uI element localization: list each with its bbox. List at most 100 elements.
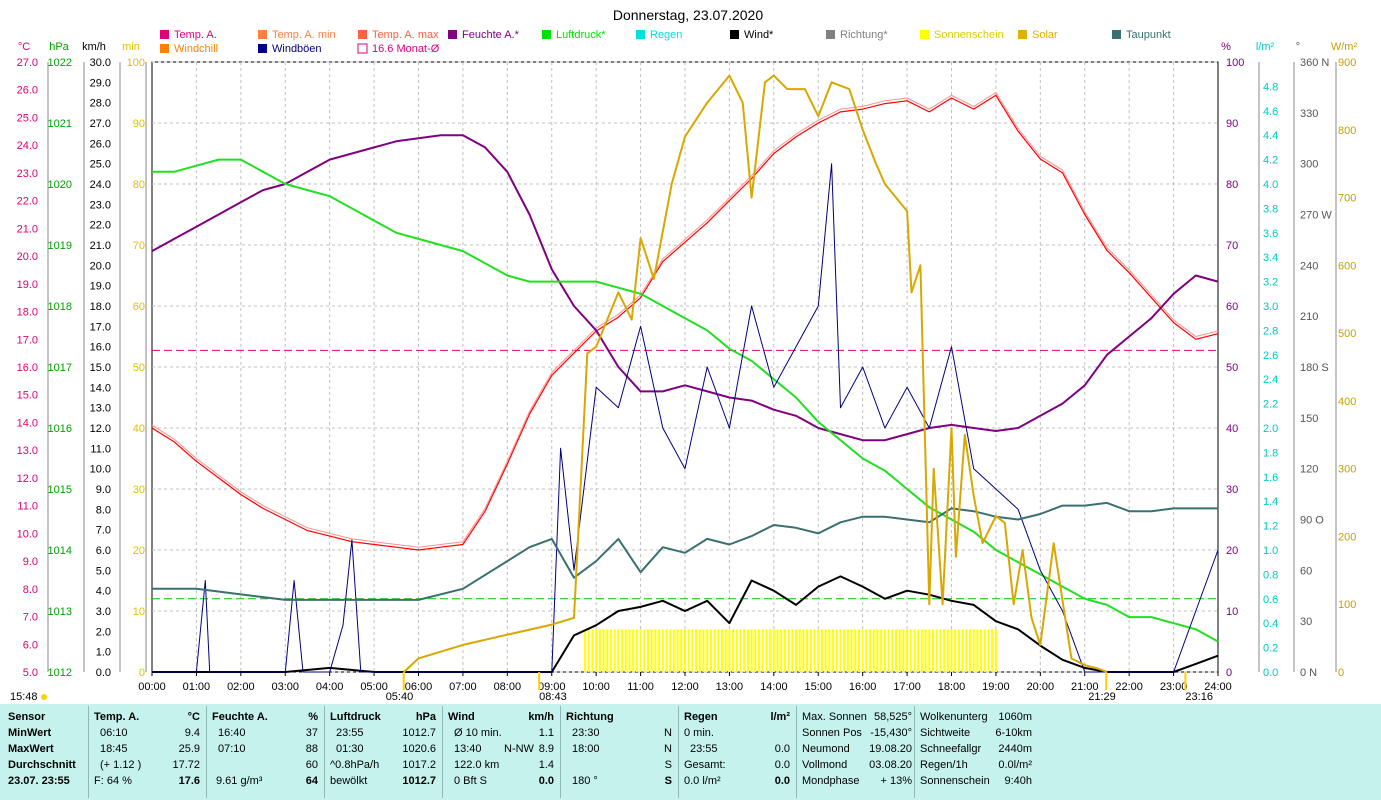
x-tick-label: 20:00 xyxy=(1027,681,1055,693)
rain-tick: 4.8 xyxy=(1263,81,1278,93)
wind-tick: 28.0 xyxy=(90,98,111,110)
direction-tick: 150 xyxy=(1300,413,1318,425)
rain-tick: 3.4 xyxy=(1263,252,1278,264)
temp-tick: 16.0 xyxy=(17,362,38,374)
rain-tick: 4.6 xyxy=(1263,106,1278,118)
press-max-value: 1020.6 xyxy=(402,743,436,755)
temp-tick: 7.0 xyxy=(23,612,38,624)
solar_noon-label: 08:43 xyxy=(539,691,567,703)
rain-tick: 2.4 xyxy=(1263,374,1278,386)
legend-label: Temp. A. min xyxy=(272,29,336,41)
sun-markers: 15:48 05:40 08:43 21:29 23:16 xyxy=(10,672,1213,703)
astro-label: Mondphase xyxy=(802,775,860,787)
direction-tick: 90 O xyxy=(1300,515,1324,527)
legend-swatch xyxy=(258,30,267,39)
wind-tick: 15.0 xyxy=(90,362,111,374)
wind-avg-value: 1.4 xyxy=(538,759,554,771)
wind-tick: 30.0 xyxy=(90,57,111,69)
direction-tick-title: ° xyxy=(1296,41,1300,53)
humidity-tick: 50 xyxy=(1226,362,1238,374)
humidity-tick: 0 xyxy=(1226,667,1232,679)
legend-swatch xyxy=(826,30,835,39)
legend-swatch xyxy=(636,30,645,39)
wind-max-dir: N-NW xyxy=(504,743,534,755)
legend-label: Sonnenschein xyxy=(934,29,1004,41)
legend-label: Windböen xyxy=(272,43,322,55)
min-row-label: MinWert xyxy=(8,727,52,739)
humidity-tick: 10 xyxy=(1226,606,1238,618)
press-unit: hPa xyxy=(415,711,436,723)
x-tick-label: 10:00 xyxy=(582,681,610,693)
wind-header: Wind xyxy=(448,711,475,723)
pressure-tick: 1022 xyxy=(48,57,72,69)
temp-tick: 21.0 xyxy=(17,223,38,235)
solar-tick: 800 xyxy=(1338,125,1356,137)
direction-tick: 240 xyxy=(1300,260,1318,272)
dir-avg-value: S xyxy=(664,759,672,771)
press-condition: bewölkt xyxy=(330,775,368,787)
rain-tick: 3.0 xyxy=(1263,301,1278,313)
x-tick-label: 04:00 xyxy=(316,681,344,693)
astro-label: Max. Sonnen xyxy=(802,711,867,723)
press-avg-value: 1017.2 xyxy=(402,759,436,771)
direction-column: Richtung 23:30 N 18:00 N S 180 ° S xyxy=(566,704,674,800)
wind-tick: 21.0 xyxy=(90,240,111,252)
extra-value: 0.0l/m² xyxy=(998,759,1032,771)
legend-swatch xyxy=(258,44,267,53)
pressure-tick: 1012 xyxy=(48,667,72,679)
astro-label: Vollmond xyxy=(802,759,848,771)
hum-absolute: 9.61 g/m³ xyxy=(216,775,263,787)
solar-tick: 200 xyxy=(1338,531,1356,543)
x-tick-label: 02:00 xyxy=(227,681,255,693)
x-tick-label: 21:00 xyxy=(1071,681,1099,693)
legend-swatch xyxy=(448,30,457,39)
rain-header: Regen xyxy=(684,711,718,723)
temp-header: Temp. A. xyxy=(94,711,140,723)
temp-tick: 14.0 xyxy=(17,417,38,429)
wind-tick: 18.0 xyxy=(90,301,111,313)
temp-tick: 9.0 xyxy=(23,556,38,568)
sun-tick: 20 xyxy=(133,545,145,557)
temp-tick: 25.0 xyxy=(17,112,38,124)
moonset-label: 23:16 xyxy=(1185,691,1213,703)
sunrise-label: 05:40 xyxy=(386,691,414,703)
rain-tick: 2.8 xyxy=(1263,325,1278,337)
humidity-tick: 80 xyxy=(1226,179,1238,191)
pressure-tick: 1015 xyxy=(48,484,72,496)
rain-total-value: 0.0 xyxy=(774,759,790,771)
pressure-tick: 1014 xyxy=(48,545,72,557)
temp-current-value: 17.6 xyxy=(178,775,200,787)
sun-tick: 70 xyxy=(133,240,145,252)
direction-tick: 300 xyxy=(1300,159,1318,171)
wind-tick: 16.0 xyxy=(90,342,111,354)
temp-tick: 22.0 xyxy=(17,196,38,208)
legend-label: Richtung* xyxy=(840,29,888,41)
rain-tick: 3.8 xyxy=(1263,203,1278,215)
astro-value: -15,430° xyxy=(870,727,912,739)
hum-min-value: 37 xyxy=(305,727,318,739)
solar-tick: 300 xyxy=(1338,464,1356,476)
extra-label: Sonnenschein xyxy=(920,775,990,787)
legend-swatch xyxy=(160,44,169,53)
wind-unit: km/h xyxy=(528,711,554,723)
rain-tick: 2.6 xyxy=(1263,350,1278,362)
wind-avg10-label: Ø 10 min. xyxy=(454,727,502,739)
solar-tick: 700 xyxy=(1338,193,1356,205)
wind-tick: 0.0 xyxy=(96,667,111,679)
dir-max-time: 18:00 xyxy=(572,743,600,755)
rain-tick: 4.0 xyxy=(1263,179,1278,191)
legend-swatch xyxy=(730,30,739,39)
humidity-tick: 60 xyxy=(1226,301,1238,313)
rain-tick: 1.6 xyxy=(1263,472,1278,484)
legend-swatch xyxy=(1018,30,1027,39)
weather-chart: Donnerstag, 23.07.2020 Temp. A. Temp. A. … xyxy=(10,7,1358,703)
direction-tick: 30 xyxy=(1300,616,1312,628)
x-tick-label: 24:00 xyxy=(1204,681,1232,693)
humidity-tick: 70 xyxy=(1226,240,1238,252)
temp-min-value: 9.4 xyxy=(184,727,200,739)
dir-max-value: N xyxy=(664,743,672,755)
rain-duration: 0 min. xyxy=(684,727,714,739)
pressure-tick: 1021 xyxy=(48,118,72,130)
press-min-value: 1012.7 xyxy=(402,727,436,739)
chart-title: Donnerstag, 23.07.2020 xyxy=(613,7,763,23)
